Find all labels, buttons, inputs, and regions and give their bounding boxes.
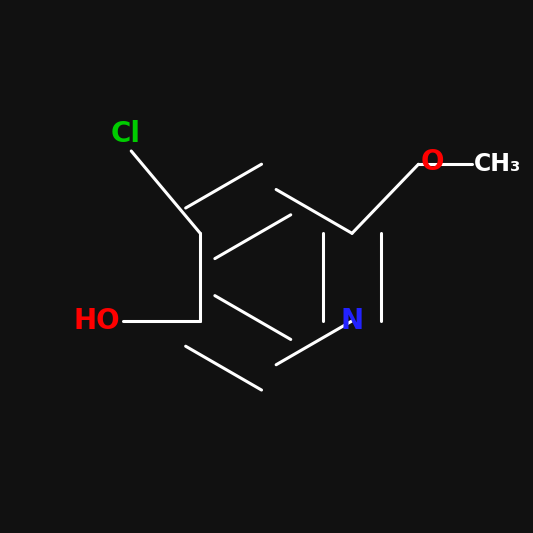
Text: CH₃: CH₃ <box>474 152 521 176</box>
Text: O: O <box>421 148 445 175</box>
Text: N: N <box>341 307 364 335</box>
Text: Cl: Cl <box>111 120 141 148</box>
Text: HO: HO <box>74 307 120 335</box>
